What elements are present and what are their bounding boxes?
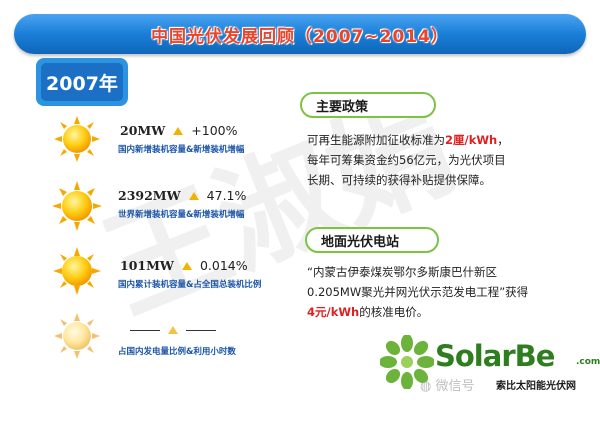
station-line-2: 0.205MW聚光并网光伏示范发电工程”获得 bbox=[307, 285, 529, 299]
stat-row-3: 101MW 0.014% bbox=[120, 258, 248, 273]
stat-change: 0.014% bbox=[199, 258, 248, 273]
year-label: 2007年 bbox=[41, 63, 123, 101]
policy-heading-pill: 主要政策 bbox=[300, 92, 436, 118]
stat-change: 47.1% bbox=[206, 188, 247, 203]
up-triangle-icon bbox=[188, 191, 199, 200]
slide-title: 中国光伏发展回顾（2007~2014） bbox=[151, 26, 449, 47]
station-heading: 地面光伏电站 bbox=[321, 234, 400, 250]
stat-value: 101MW bbox=[120, 258, 174, 273]
logo-tagline: 索比太阳能光伏网 bbox=[496, 381, 576, 392]
solarbe-flower-logo-icon bbox=[380, 335, 434, 389]
policy-text: 可再生能源附加征收标准为2厘/kWh， 每年可筹集资金约56亿元，为光伏项目 长… bbox=[307, 130, 587, 190]
policy-highlight: 2厘/kWh bbox=[445, 133, 498, 147]
wechat-label: 微信号 bbox=[435, 379, 475, 394]
year-badge: 2007年 bbox=[36, 58, 128, 106]
stat-row-1: 20MW +100% bbox=[120, 123, 238, 138]
policy-heading: 主要政策 bbox=[316, 99, 369, 115]
stat-value: 2392MW bbox=[118, 188, 181, 203]
policy-line-1-text: 可再生能源附加征收标准为 bbox=[307, 133, 445, 147]
station-text: “内蒙古伊泰煤炭鄂尔多斯康巴什新区 0.205MW聚光并网光伏示范发电工程”获得… bbox=[307, 262, 592, 322]
wechat-watermark: ◍ 微信号 bbox=[420, 375, 475, 394]
station-line-1: “内蒙古伊泰煤炭鄂尔多斯康巴什新区 bbox=[307, 265, 497, 279]
up-triangle-icon bbox=[181, 261, 192, 270]
station-heading-pill: 地面光伏电站 bbox=[305, 227, 439, 253]
stat-caption: 占国内发电量比例&利用小时数 bbox=[118, 347, 236, 357]
policy-line-3: 长期、可持续的获得补贴提供保障。 bbox=[307, 173, 491, 187]
station-highlight: 4元/kWh bbox=[307, 305, 360, 319]
station-line-3: 4元/kWh的核准电价。 bbox=[307, 302, 592, 322]
stat-caption: 世界新增装机容量&新增装机增幅 bbox=[118, 210, 245, 220]
title-bar: 中国光伏发展回顾（2007~2014） bbox=[14, 14, 586, 54]
sun-icon bbox=[54, 313, 100, 359]
up-triangle-icon bbox=[173, 126, 184, 135]
logo-domain: .com bbox=[576, 357, 600, 367]
stat-caption: 国内新增装机容量&新增装机增幅 bbox=[118, 145, 245, 155]
stat-row-4 bbox=[130, 326, 216, 334]
blank-value-line bbox=[130, 329, 160, 331]
logo-brand: SolarBe bbox=[435, 339, 555, 373]
solarbe-logo: SolarBe .com ◍ 微信号 索比太阳能光伏网 bbox=[380, 333, 600, 418]
stat-row-2: 2392MW 47.1% bbox=[118, 188, 246, 203]
stat-change: +100% bbox=[191, 123, 238, 138]
sun-icon bbox=[54, 116, 100, 162]
policy-line-1-end: ， bbox=[497, 133, 509, 147]
wechat-icon: ◍ bbox=[420, 379, 432, 394]
policy-line-1: 可再生能源附加征收标准为2厘/kWh， bbox=[307, 130, 587, 150]
policy-line-2: 每年可筹集资金约56亿元，为光伏项目 bbox=[307, 153, 506, 167]
station-line-3-text: 的核准电价。 bbox=[359, 305, 429, 319]
stat-value: 20MW bbox=[120, 123, 166, 138]
up-triangle-icon bbox=[168, 326, 178, 334]
sun-icon bbox=[53, 247, 101, 295]
blank-value-line bbox=[186, 329, 216, 331]
sun-icon bbox=[52, 181, 102, 231]
stat-caption: 国内累计装机容量&占全国总装机比例 bbox=[118, 280, 262, 290]
